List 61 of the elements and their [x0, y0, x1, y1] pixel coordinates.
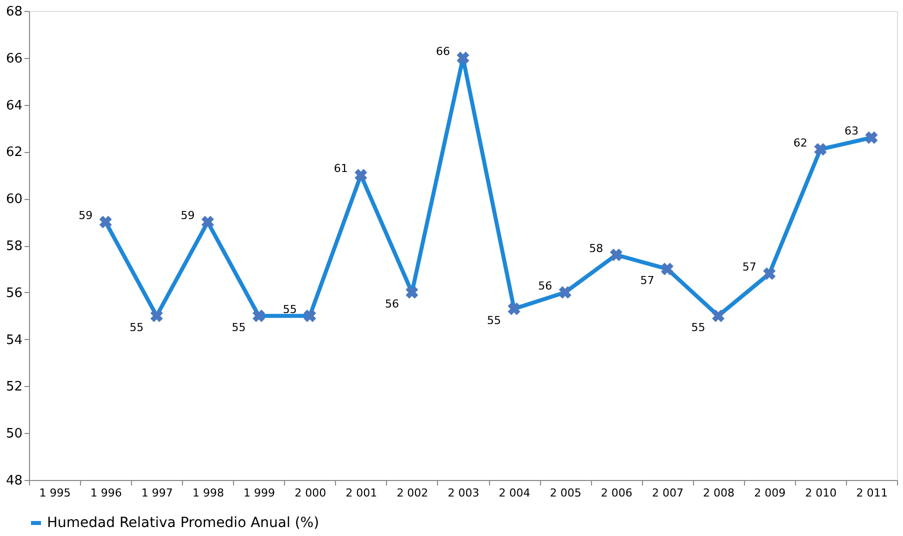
point — [304, 310, 316, 322]
y-tick-label: 52 — [6, 380, 22, 395]
y-tick-label: 50 — [6, 426, 22, 442]
point — [406, 286, 418, 299]
x-tick-label: 2 006 — [600, 486, 632, 500]
x-tick-label: 2 011 — [856, 486, 888, 500]
point — [865, 131, 878, 144]
data-label: 56 — [538, 279, 552, 292]
y-tick-label: 48 — [6, 474, 22, 488]
x-tick-label: 1 997 — [141, 486, 173, 500]
x-tick-label: 2 003 — [448, 486, 480, 500]
legend-label: Humedad Relativa Promedio Anual (%) — [47, 515, 320, 531]
data-label: 59 — [78, 209, 93, 222]
point — [558, 286, 572, 299]
point — [610, 248, 622, 262]
data-label: 57 — [742, 260, 756, 274]
data-label: 66 — [436, 44, 450, 58]
point — [712, 310, 725, 322]
data-label: 55 — [282, 302, 297, 316]
x-tick-label: 2 007 — [652, 486, 684, 500]
x-tick-label: 2 009 — [754, 486, 786, 500]
point — [814, 143, 827, 156]
y-tick-label: 56 — [6, 286, 22, 301]
point — [150, 310, 163, 322]
y-tick-label: 58 — [6, 239, 22, 254]
x-tick-label: 2 000 — [294, 486, 326, 500]
x-tick-label: 1 998 — [192, 486, 224, 500]
point — [252, 310, 266, 322]
point — [456, 52, 470, 64]
point — [354, 168, 368, 182]
data-label: 63 — [844, 124, 858, 138]
data-label: 55 — [691, 320, 706, 334]
x-tick-label: 2 002 — [396, 486, 428, 500]
data-label: 62 — [793, 136, 808, 150]
y-tick-label: 68 — [6, 4, 22, 20]
y-tick-label: 62 — [6, 145, 22, 160]
x-tick-label: 2 001 — [346, 486, 378, 500]
point — [508, 302, 520, 316]
x-tick-label: 1 995 — [39, 486, 71, 500]
x-tick-label: 1 996 — [90, 486, 122, 500]
data-label: 55 — [130, 320, 144, 334]
data-label: 56 — [384, 297, 399, 310]
data-label: 55 — [487, 314, 502, 327]
data-label: 58 — [589, 242, 604, 255]
point — [99, 216, 112, 228]
y-tick-label: 54 — [6, 332, 22, 348]
data-label: 55 — [232, 320, 246, 334]
point — [763, 267, 776, 280]
x-tick-label: 2 004 — [498, 486, 530, 500]
y-tick-label: 60 — [6, 192, 22, 208]
data-label: 59 — [180, 209, 195, 222]
y-tick-label: 64 — [6, 98, 22, 114]
data-label: 61 — [334, 162, 348, 176]
x-tick-label: 2 005 — [550, 486, 582, 500]
point — [201, 216, 214, 228]
x-tick-label: 1 999 — [244, 486, 276, 500]
y-tick-label: 66 — [6, 51, 22, 66]
data-label: 57 — [640, 274, 654, 287]
x-tick-label: 2 010 — [805, 486, 837, 500]
point — [660, 262, 674, 276]
x-tick-label: 2 008 — [703, 486, 735, 500]
